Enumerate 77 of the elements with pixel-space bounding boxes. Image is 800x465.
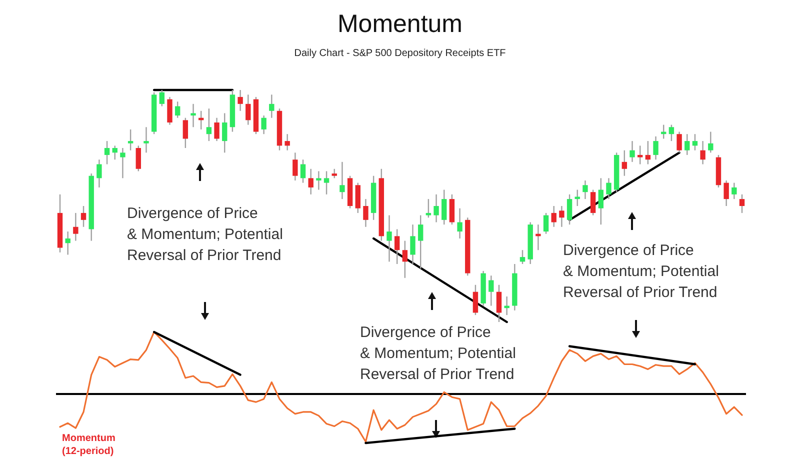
candlestick bbox=[676, 131, 682, 154]
candlestick bbox=[340, 161, 345, 200]
candlestick bbox=[724, 180, 729, 207]
candlestick bbox=[308, 168, 314, 195]
candlestick bbox=[653, 136, 658, 160]
candlestick bbox=[316, 170, 322, 190]
annotation: Momentum (12-period) bbox=[62, 433, 116, 457]
candlestick bbox=[630, 140, 635, 163]
candlestick bbox=[269, 94, 274, 118]
candlestick bbox=[692, 133, 698, 151]
candlestick bbox=[708, 131, 714, 154]
candlestick bbox=[386, 214, 392, 262]
candlestick bbox=[566, 194, 572, 226]
candlestick bbox=[182, 117, 188, 149]
candlestick bbox=[144, 126, 149, 154]
candlestick bbox=[622, 150, 628, 176]
candlestick bbox=[324, 170, 330, 195]
candlestick bbox=[606, 178, 612, 200]
candlestick bbox=[206, 108, 212, 142]
chart-subtitle: Daily Chart - S&P 500 Depository Receipts ETF bbox=[294, 48, 506, 59]
candlestick bbox=[457, 208, 462, 240]
candlestick bbox=[159, 89, 165, 107]
candlestick bbox=[582, 180, 588, 200]
candlestick bbox=[332, 168, 337, 179]
candlestick bbox=[426, 198, 432, 218]
candlestick bbox=[136, 145, 141, 172]
candlestick bbox=[167, 96, 172, 126]
candlestick bbox=[355, 182, 360, 214]
candlestick bbox=[292, 152, 298, 182]
candlestick bbox=[418, 214, 424, 270]
candlestick bbox=[559, 205, 564, 228]
candlestick bbox=[637, 145, 643, 165]
candlestick bbox=[238, 89, 243, 112]
candlestick bbox=[551, 205, 556, 228]
candlestick bbox=[112, 145, 118, 160]
candlestick bbox=[363, 198, 368, 228]
candlestick bbox=[449, 194, 455, 226]
candlestick bbox=[402, 240, 408, 279]
candlestick bbox=[300, 159, 306, 184]
candlestick bbox=[246, 94, 251, 126]
candlestick bbox=[434, 194, 439, 223]
candlestick bbox=[96, 159, 102, 188]
annotation: Divergence of Price & Momentum; Potential Reversal of Prior Trend bbox=[360, 324, 516, 383]
candlestick bbox=[410, 224, 416, 265]
candlestick bbox=[128, 128, 134, 151]
candlestick bbox=[73, 212, 78, 242]
candlestick bbox=[190, 103, 196, 128]
candlestick bbox=[645, 140, 651, 165]
candlestick bbox=[65, 230, 70, 256]
candlestick bbox=[284, 133, 290, 151]
candlestick bbox=[488, 275, 494, 306]
candlestick bbox=[574, 189, 580, 207]
candlestick bbox=[394, 228, 400, 265]
candlestick bbox=[442, 189, 447, 226]
candlestick bbox=[668, 124, 674, 142]
candlestick bbox=[598, 178, 604, 226]
candlestick bbox=[684, 133, 690, 156]
candlestick bbox=[174, 101, 180, 118]
candlestick bbox=[104, 140, 110, 165]
candlestick bbox=[222, 112, 228, 154]
annotation: Divergence of Price & Momentum; Potential Reversal of Prior Trend bbox=[127, 205, 283, 264]
candlestick bbox=[472, 284, 478, 316]
candlestick bbox=[214, 117, 220, 142]
candlestick bbox=[590, 189, 596, 216]
candlestick bbox=[543, 212, 549, 234]
candlestick bbox=[496, 284, 502, 323]
candlestick bbox=[120, 147, 126, 179]
candlestick bbox=[732, 182, 737, 200]
candlestick bbox=[80, 205, 86, 228]
candlestick bbox=[536, 224, 541, 251]
candlestick bbox=[520, 249, 526, 265]
candlestick bbox=[504, 296, 510, 316]
annotation: Divergence of Price & Momentum; Potential Reversal of Prior Trend bbox=[563, 242, 719, 301]
candlestick bbox=[261, 114, 266, 135]
chart-title: Momentum bbox=[337, 10, 463, 38]
candlestick bbox=[700, 140, 706, 165]
candlestick bbox=[739, 194, 745, 214]
